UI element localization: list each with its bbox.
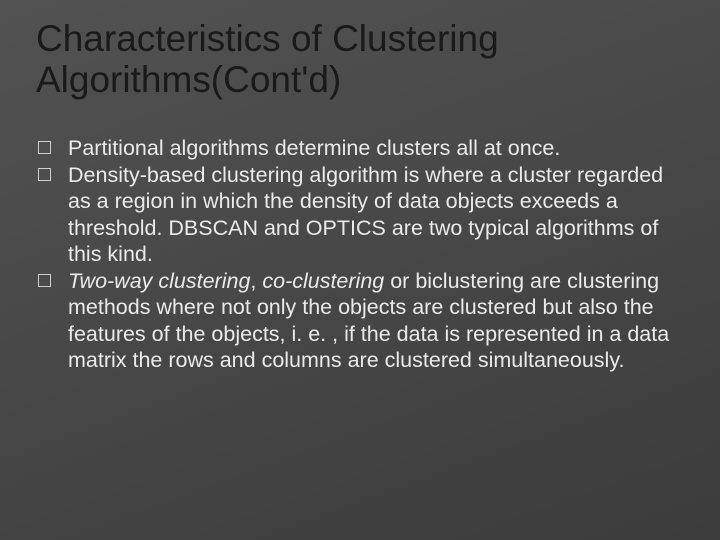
bullet-text-italic: Two-way clustering	[68, 269, 250, 293]
bullet-text-italic: co-clustering	[262, 269, 384, 293]
slide-title: Characteristics of Clustering Algorithms…	[36, 18, 684, 101]
list-item: Two-way clustering, co-clustering or bic…	[68, 268, 680, 373]
bullet-icon	[38, 274, 51, 287]
slide: Characteristics of Clustering Algorithms…	[0, 0, 720, 540]
bullet-icon	[38, 141, 51, 154]
bullet-icon	[38, 168, 51, 181]
bullet-text: Partitional algorithms determine cluster…	[68, 136, 560, 160]
slide-body: Partitional algorithms determine cluster…	[68, 135, 680, 374]
bullet-text: Density-based clustering algorithm is wh…	[68, 163, 663, 266]
list-item: Density-based clustering algorithm is wh…	[68, 162, 680, 267]
bullet-text: ,	[250, 269, 262, 293]
list-item: Partitional algorithms determine cluster…	[68, 135, 680, 161]
